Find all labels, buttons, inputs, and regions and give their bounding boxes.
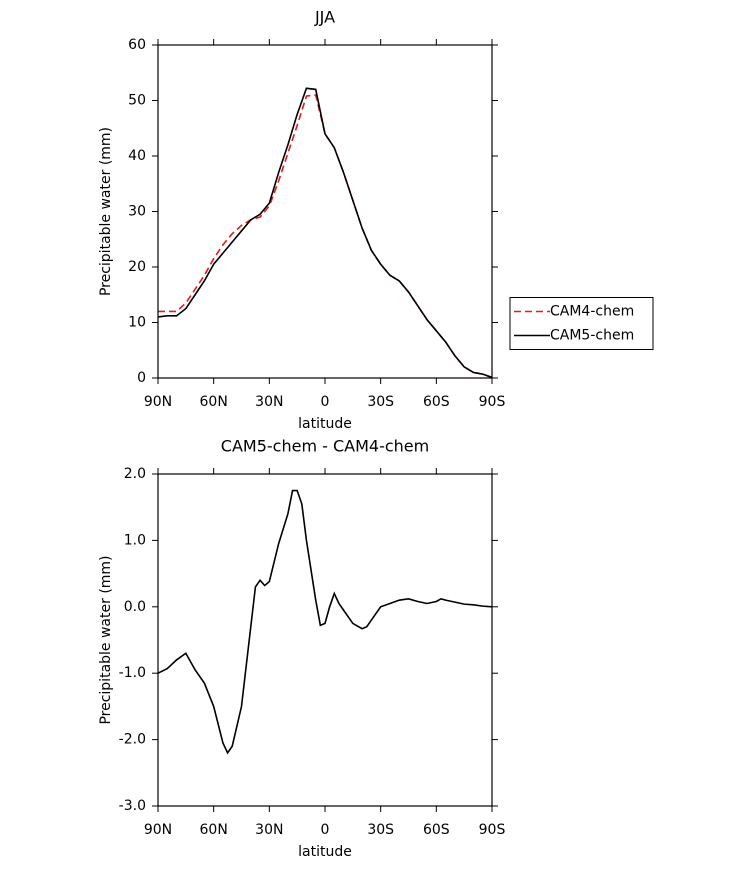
- y-axis-label: Precipitable water (mm): [98, 555, 114, 724]
- x-tick-label: 90S: [479, 822, 506, 838]
- legend-label: CAM4-chem: [550, 304, 634, 320]
- y-tick-label: 50: [128, 93, 146, 109]
- data-line: [157, 489, 493, 755]
- plot-frame: [157, 44, 493, 379]
- x-tick-label: 60S: [423, 394, 450, 410]
- y-tick-label: 30: [128, 204, 146, 220]
- y-axis-label: Precipitable water (mm): [98, 127, 114, 296]
- x-tick-label: 90N: [144, 394, 172, 410]
- x-axis-label: latitude: [298, 844, 352, 860]
- plot-frame: [157, 473, 493, 807]
- y-tick-label: 20: [128, 259, 146, 275]
- y-tick-label: -2.0: [119, 732, 146, 748]
- x-tick-label: 60S: [423, 822, 450, 838]
- y-tick-label: -3.0: [119, 798, 146, 814]
- x-tick-label: 0: [321, 822, 330, 838]
- legend-label: CAM5-chem: [550, 328, 634, 344]
- y-tick-label: 0: [137, 370, 146, 386]
- x-tick-label: 30N: [255, 394, 283, 410]
- y-tick-label: 2.0: [124, 466, 146, 482]
- chart-title: CAM5-chem - CAM4-chem: [221, 437, 429, 456]
- y-tick-label: 10: [128, 315, 146, 331]
- data-line: [158, 94, 493, 379]
- x-tick-label: 30S: [367, 394, 394, 410]
- x-tick-label: 90S: [479, 394, 506, 410]
- x-tick-label: 0: [321, 394, 330, 410]
- y-tick-label: 1.0: [124, 532, 146, 548]
- y-tick-label: -1.0: [119, 665, 146, 681]
- x-tick-label: 30S: [367, 822, 394, 838]
- chart-title: JJA: [314, 8, 335, 27]
- y-tick-label: 0.0: [124, 599, 146, 615]
- x-tick-label: 30N: [255, 822, 283, 838]
- legend-box: [509, 297, 654, 350]
- x-axis-label: latitude: [298, 416, 352, 432]
- data-line: [157, 87, 493, 379]
- y-tick-label: 60: [128, 37, 146, 53]
- x-tick-label: 90N: [144, 822, 172, 838]
- x-tick-label: 60N: [200, 822, 228, 838]
- x-tick-label: 60N: [200, 394, 228, 410]
- y-tick-label: 40: [128, 148, 146, 164]
